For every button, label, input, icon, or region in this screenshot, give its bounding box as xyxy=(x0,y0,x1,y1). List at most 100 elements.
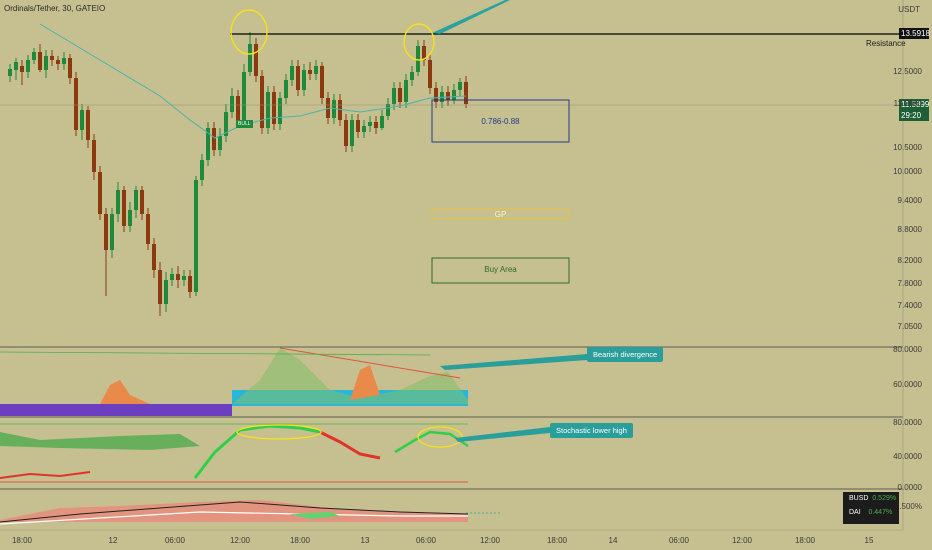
rsi-area xyxy=(232,348,468,404)
candle-body xyxy=(446,92,450,100)
price-tick: 9.4000 xyxy=(897,196,922,205)
candle-body xyxy=(194,180,198,292)
time-tick: 18:00 xyxy=(289,536,311,545)
candle-body xyxy=(242,72,246,120)
rsi-tick: 80.0000 xyxy=(893,345,922,354)
rsi-spikes xyxy=(350,365,380,400)
time-tick: 18:00 xyxy=(546,536,568,545)
candle-body xyxy=(320,66,324,98)
candle-body xyxy=(98,172,102,214)
price-tick: 8.2000 xyxy=(897,256,922,265)
stoch-low-line xyxy=(0,471,91,479)
candle-body xyxy=(260,76,264,128)
fib-zone-box xyxy=(431,99,570,143)
candle-body xyxy=(152,244,156,270)
candle-body xyxy=(272,92,276,124)
stoch-k-line xyxy=(193,424,321,479)
currency-label: USDT xyxy=(898,5,920,14)
time-tick: 12:00 xyxy=(731,536,753,545)
stoch-tick: 0.0000 xyxy=(897,483,922,492)
candle-body xyxy=(170,274,174,280)
price-tick: 7.8000 xyxy=(897,279,922,288)
candle-body xyxy=(290,66,294,80)
candle-body xyxy=(344,120,348,146)
stochastic-callout: Stochastic lower high xyxy=(550,423,633,438)
candle-body xyxy=(278,98,282,124)
candle-body xyxy=(128,210,132,226)
stoch-tick: 80.0000 xyxy=(893,418,922,427)
candlestick-series xyxy=(8,32,468,316)
time-tick: 12:00 xyxy=(479,536,501,545)
candle-body xyxy=(452,90,456,100)
price-tick: 11.5000 xyxy=(893,99,922,108)
candle-body xyxy=(92,140,96,172)
candle-body xyxy=(356,120,360,132)
candle-body xyxy=(122,190,126,226)
candle-body xyxy=(8,69,12,76)
candle-body xyxy=(68,58,72,78)
candle-body xyxy=(146,214,150,244)
candle-body xyxy=(350,120,354,146)
highlight-circle xyxy=(417,426,463,448)
resistance-label: Resistance xyxy=(866,39,906,48)
candle-body xyxy=(314,66,318,74)
gp-zone-box xyxy=(431,208,570,220)
candle-body xyxy=(380,116,384,128)
legend-dai: DAI 0.447% xyxy=(843,506,899,520)
candle-body xyxy=(134,190,138,210)
candle-body xyxy=(404,80,408,102)
callout-arrow xyxy=(440,354,587,370)
legend-busd-name: BUSD xyxy=(849,495,869,502)
candle-body xyxy=(362,126,366,132)
callout-arrow xyxy=(455,427,550,442)
candle-body xyxy=(416,46,420,72)
rsi-level-line xyxy=(0,351,431,356)
resistance-price-tag: 13.5918 xyxy=(899,28,930,39)
legend-dai-value: 0.447% xyxy=(868,509,893,516)
candle-body xyxy=(458,82,462,90)
buy-zone-box xyxy=(431,257,570,284)
time-tick: 18:00 xyxy=(11,536,33,545)
dominance-tick: 11.500% xyxy=(891,502,922,511)
bearish-divergence-callout: Bearish divergence xyxy=(587,347,664,362)
candle-body xyxy=(80,110,84,130)
candle-body xyxy=(86,110,90,140)
candle-body xyxy=(224,112,228,136)
fib-zone-label: 0.786-0.88 xyxy=(481,117,520,126)
candle-body xyxy=(74,78,78,130)
legend-dai-name: DAI xyxy=(849,509,861,516)
candle-body xyxy=(368,122,372,126)
stoch-d-line xyxy=(319,430,381,460)
gp-zone-label: GP xyxy=(494,210,507,219)
time-tick: 06:00 xyxy=(668,536,690,545)
candle-body xyxy=(110,214,114,250)
candle-body xyxy=(284,80,288,98)
price-tick: 10.5000 xyxy=(893,143,922,152)
candle-body xyxy=(410,72,414,80)
divergence-line xyxy=(279,347,461,379)
candle-body xyxy=(164,280,168,304)
dominance-area xyxy=(0,500,468,522)
dominance-legend: BUSD 0.529% DAI 0.447% xyxy=(843,492,899,524)
candle-body xyxy=(140,190,144,214)
candle-body xyxy=(422,46,426,60)
candle-body xyxy=(338,100,342,120)
candle-body xyxy=(20,66,24,72)
candle-body xyxy=(44,56,48,70)
stoch-area xyxy=(0,432,200,450)
candle-body xyxy=(428,60,432,88)
candle-body xyxy=(326,98,330,118)
candle-body xyxy=(464,82,468,104)
time-tick: 18:00 xyxy=(794,536,816,545)
price-tick: 12.5000 xyxy=(893,67,922,76)
candle-body xyxy=(14,62,18,70)
price-tick: 10.0000 xyxy=(893,167,922,176)
candle-body xyxy=(200,160,204,180)
price-tick: 7.0500 xyxy=(897,322,922,331)
candle-body xyxy=(116,190,120,214)
candle-body xyxy=(176,274,180,280)
time-tick: 06:00 xyxy=(415,536,437,545)
candle-body xyxy=(206,128,210,160)
